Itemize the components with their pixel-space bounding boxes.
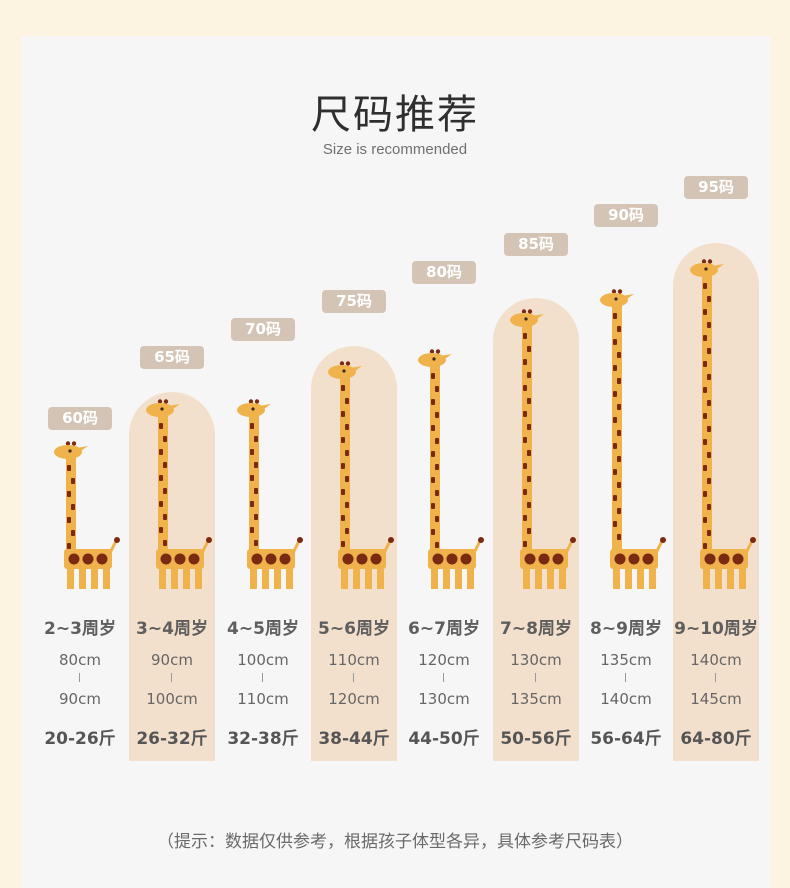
height-separator xyxy=(79,673,80,682)
weight-label: 44-50斤 xyxy=(408,729,480,749)
size-badge: 60码 xyxy=(48,407,112,430)
height-separator xyxy=(625,673,626,682)
size-badge: 75码 xyxy=(322,290,386,313)
giraffe-icon xyxy=(680,259,758,593)
height-min: 140cm xyxy=(690,651,742,669)
weight-label: 20-26斤 xyxy=(44,729,116,749)
size-badge: 95码 xyxy=(684,176,748,199)
weight-label: 38-44斤 xyxy=(318,729,390,749)
height-max: 110cm xyxy=(237,690,289,708)
age-label: 7~8周岁 xyxy=(500,619,572,639)
size-column: 95码 9~10周岁 140cm 145cm 64-80斤 xyxy=(670,0,762,888)
age-label: 8~9周岁 xyxy=(590,619,662,639)
size-badge: 90码 xyxy=(594,204,658,227)
size-badge: 80码 xyxy=(412,261,476,284)
highlight-panel xyxy=(673,243,759,761)
size-badge: 70码 xyxy=(231,318,295,341)
height-separator xyxy=(715,673,716,682)
size-badge: 85码 xyxy=(504,233,568,256)
age-label: 5~6周岁 xyxy=(318,619,390,639)
height-max: 130cm xyxy=(418,690,470,708)
height-separator xyxy=(535,673,536,682)
page-subtitle: Size is recommended xyxy=(322,141,468,158)
age-label: 2~3周岁 xyxy=(44,619,116,639)
height-max: 90cm xyxy=(59,690,101,708)
height-separator xyxy=(443,673,444,682)
size-column: 75码 5~6周岁 110cm 120cm 38-44斤 xyxy=(308,0,400,888)
age-label: 3~4周岁 xyxy=(136,619,208,639)
height-min: 130cm xyxy=(510,651,562,669)
highlight-panel xyxy=(493,298,579,761)
height-max: 140cm xyxy=(600,690,652,708)
height-max: 100cm xyxy=(146,690,198,708)
age-label: 4~5周岁 xyxy=(227,619,299,639)
age-label: 6~7周岁 xyxy=(408,619,480,639)
height-max: 120cm xyxy=(328,690,380,708)
giraffe-icon xyxy=(318,361,396,593)
weight-label: 64-80斤 xyxy=(680,729,752,749)
height-max: 135cm xyxy=(510,690,562,708)
size-column: 90码 8~9周岁 135cm 140cm 56-64斤 xyxy=(580,0,672,888)
size-badge: 65码 xyxy=(140,346,204,369)
weight-label: 26-32斤 xyxy=(136,729,208,749)
weight-label: 32-38斤 xyxy=(227,729,299,749)
giraffe-icon xyxy=(590,289,668,593)
age-label: 9~10周岁 xyxy=(674,619,758,639)
height-min: 80cm xyxy=(59,651,101,669)
weight-label: 50-56斤 xyxy=(500,729,572,749)
height-min: 135cm xyxy=(600,651,652,669)
size-column: 60码 2~3周岁 80cm 90cm 20-26斤 xyxy=(34,0,126,888)
height-min: 100cm xyxy=(237,651,289,669)
height-min: 90cm xyxy=(151,651,193,669)
giraffe-icon xyxy=(227,399,305,593)
height-min: 110cm xyxy=(328,651,380,669)
height-min: 120cm xyxy=(418,651,470,669)
giraffe-icon xyxy=(44,441,122,593)
weight-label: 56-64斤 xyxy=(590,729,662,749)
size-column: 65码 3~4周岁 90cm 100cm 26-32斤 xyxy=(126,0,218,888)
height-separator xyxy=(171,673,172,682)
height-max: 145cm xyxy=(690,690,742,708)
size-column: 80码 6~7周岁 120cm 130cm 44-50斤 xyxy=(398,0,490,888)
giraffe-icon xyxy=(136,399,214,593)
giraffe-icon xyxy=(408,349,486,593)
size-column: 70码 4~5周岁 100cm 110cm 32-38斤 xyxy=(217,0,309,888)
footnote: （提示：数据仅供参考，根据孩子体型各异，具体参考尺码表） xyxy=(157,832,633,852)
page-title: 尺码推荐 xyxy=(311,92,479,138)
height-separator xyxy=(353,673,354,682)
size-column: 85码 7~8周岁 130cm 135cm 50-56斤 xyxy=(490,0,582,888)
giraffe-icon xyxy=(500,309,578,593)
height-separator xyxy=(262,673,263,682)
